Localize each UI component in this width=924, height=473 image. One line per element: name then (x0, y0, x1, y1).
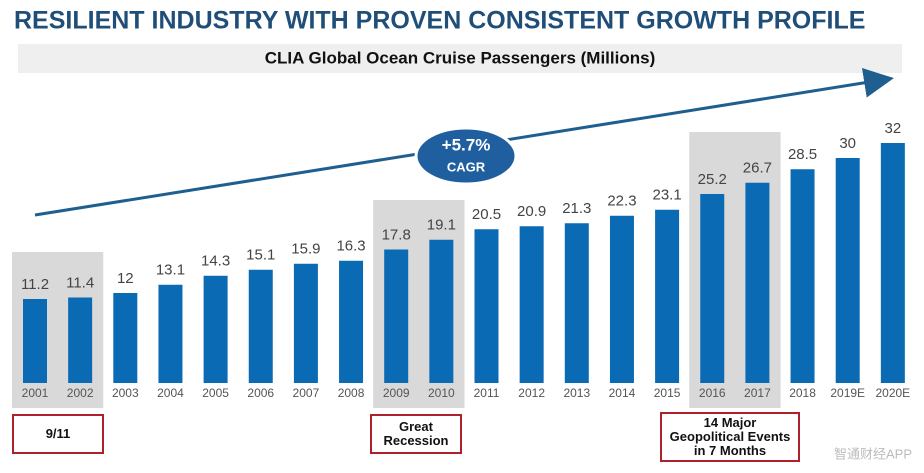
x-tick-label: 2005 (202, 386, 229, 400)
bar (248, 269, 273, 383)
event-label: Great Recession (370, 414, 462, 454)
value-label: 26.7 (743, 160, 772, 177)
x-tick-label: 2014 (609, 386, 636, 400)
value-label: 11.4 (66, 274, 94, 291)
bar (113, 293, 138, 383)
bar (158, 284, 183, 383)
value-label: 14.3 (201, 253, 230, 270)
x-tick-label: 2002 (67, 386, 94, 400)
value-label: 20.9 (517, 203, 546, 220)
x-tick-label: 2009 (383, 386, 410, 400)
value-label: 20.5 (472, 206, 501, 223)
bar (293, 263, 318, 383)
value-label: 30 (839, 135, 856, 152)
event-label: 9/11 (12, 414, 104, 454)
value-label: 11.2 (21, 276, 49, 293)
x-tick-label: 2006 (247, 386, 274, 400)
value-label: 12 (117, 270, 134, 287)
bar (790, 169, 815, 383)
bar (474, 229, 499, 383)
value-label: 15.9 (291, 241, 320, 258)
bar (655, 209, 680, 383)
value-label: 17.8 (382, 226, 411, 243)
value-label: 32 (885, 120, 902, 137)
value-label: 22.3 (607, 193, 636, 210)
value-label: 23.1 (652, 187, 681, 204)
bar (68, 297, 93, 383)
cagr-badge (414, 126, 518, 186)
x-tick-label: 2017 (744, 386, 771, 400)
x-tick-label: 2019E (830, 386, 865, 400)
value-label: 21.3 (562, 200, 591, 217)
x-tick-label: 2001 (22, 386, 49, 400)
chart-subtitle: CLIA Global Ocean Cruise Passengers (Mil… (265, 48, 655, 67)
chart-title: RESILIENT INDUSTRY WITH PROVEN CONSISTEN… (14, 7, 865, 35)
bar (700, 194, 725, 383)
subtitle-bar (18, 44, 902, 73)
bar (203, 275, 228, 383)
bar (339, 260, 364, 383)
value-label: 28.5 (788, 146, 817, 163)
watermark: 智通财经APP (834, 446, 912, 461)
event-label: 14 Major Geopolitical Events in 7 Months (660, 412, 800, 462)
bar (609, 215, 634, 383)
cagr-value: +5.7% (442, 135, 491, 154)
bar (880, 143, 905, 383)
x-tick-label: 2015 (654, 386, 681, 400)
bar (519, 226, 544, 383)
value-label: 13.1 (156, 262, 185, 279)
bar (745, 182, 770, 383)
x-tick-label: 2004 (157, 386, 184, 400)
x-tick-label: 2007 (293, 386, 320, 400)
cagr-label: CAGR (447, 159, 486, 174)
bar (23, 299, 47, 383)
value-label: 16.3 (336, 238, 365, 255)
x-tick-label: 2010 (428, 386, 455, 400)
x-tick-label: 2020E (875, 386, 910, 400)
x-tick-label: 2013 (563, 386, 590, 400)
value-label: 19.1 (427, 217, 456, 234)
bar (835, 158, 860, 383)
x-tick-label: 2003 (112, 386, 139, 400)
bar (429, 239, 454, 383)
x-tick-label: 2016 (699, 386, 726, 400)
value-label: 15.1 (246, 247, 275, 264)
x-tick-label: 2011 (474, 386, 500, 400)
bar (384, 249, 409, 383)
x-tick-label: 2018 (789, 386, 816, 400)
x-tick-label: 2008 (338, 386, 365, 400)
value-label: 25.2 (698, 171, 727, 188)
bar (564, 223, 589, 383)
x-tick-label: 2012 (518, 386, 545, 400)
